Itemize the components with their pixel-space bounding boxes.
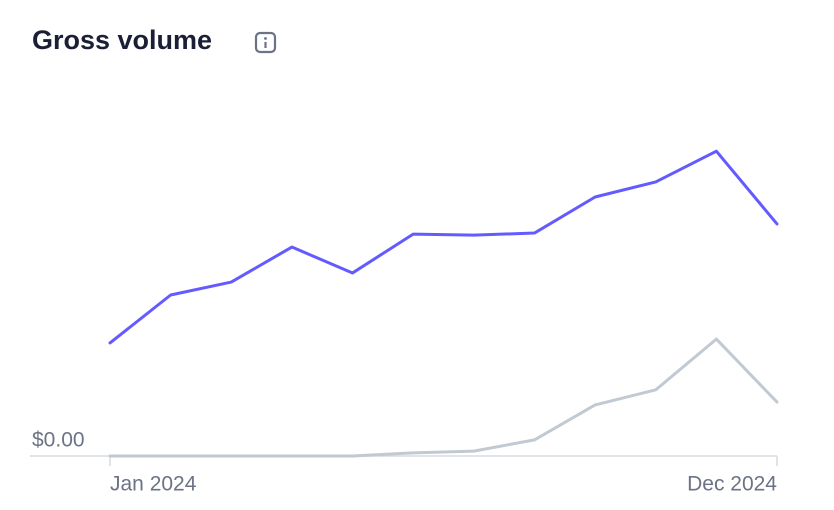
info-icon[interactable] — [254, 31, 277, 54]
x-tick-label: Jan 2024 — [110, 473, 197, 496]
chart-title: Gross volume — [32, 25, 212, 55]
info-icon-frame — [254, 31, 277, 54]
info-icon-dot — [264, 37, 267, 40]
y-tick-label: $0.00 — [32, 429, 85, 452]
series-line — [108, 149, 779, 345]
series-line — [108, 337, 779, 458]
x-tick-label: Dec 2024 — [687, 473, 777, 496]
